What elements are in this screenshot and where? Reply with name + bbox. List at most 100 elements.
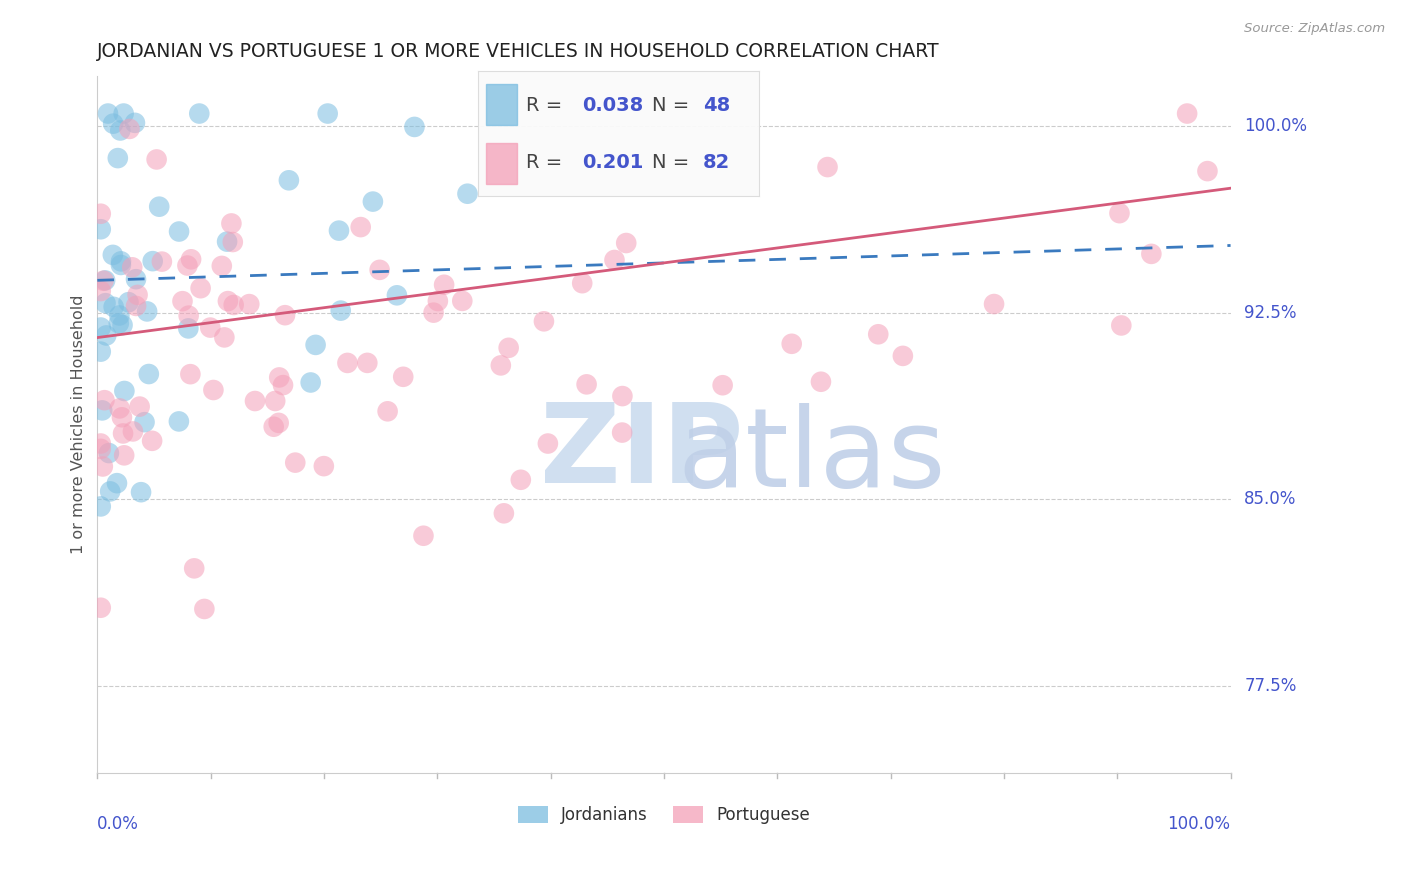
Text: 85.0%: 85.0% xyxy=(1244,491,1296,508)
Point xyxy=(183,561,205,575)
Point xyxy=(127,288,149,302)
Point xyxy=(108,309,131,323)
Point xyxy=(180,252,202,267)
Point xyxy=(238,297,260,311)
Point xyxy=(202,383,225,397)
Text: R =: R = xyxy=(526,95,568,114)
Point xyxy=(217,294,239,309)
Point xyxy=(1140,247,1163,261)
Point xyxy=(90,284,112,298)
Point xyxy=(492,506,515,520)
Point xyxy=(105,476,128,491)
Bar xyxy=(486,84,517,125)
Text: 100.0%: 100.0% xyxy=(1167,815,1230,833)
Point xyxy=(112,106,135,120)
Point xyxy=(304,338,326,352)
Text: Source: ZipAtlas.com: Source: ZipAtlas.com xyxy=(1244,22,1385,36)
Point xyxy=(277,173,299,187)
Point xyxy=(385,288,408,302)
Point xyxy=(118,122,141,136)
Point xyxy=(264,394,287,409)
Point xyxy=(392,369,415,384)
Point xyxy=(107,316,129,330)
Point xyxy=(271,378,294,392)
Point xyxy=(167,225,190,239)
Text: N =: N = xyxy=(652,95,696,114)
Point xyxy=(336,356,359,370)
Point xyxy=(98,484,121,499)
Point xyxy=(148,200,170,214)
Text: 100.0%: 100.0% xyxy=(1244,117,1308,135)
Point xyxy=(90,320,112,334)
Point xyxy=(571,276,593,290)
Text: JORDANIAN VS PORTUGUESE 1 OR MORE VEHICLES IN HOUSEHOLD CORRELATION CHART: JORDANIAN VS PORTUGUESE 1 OR MORE VEHICL… xyxy=(97,42,941,61)
Point xyxy=(868,327,890,342)
Point xyxy=(91,459,114,474)
Point xyxy=(150,254,173,268)
Point xyxy=(97,446,120,460)
Point xyxy=(316,106,339,120)
Text: ZIP: ZIP xyxy=(540,399,742,506)
Point xyxy=(177,309,200,323)
Point xyxy=(90,207,112,221)
Point xyxy=(108,401,131,416)
Bar xyxy=(486,143,517,184)
Point xyxy=(94,273,117,287)
Point xyxy=(377,404,399,418)
Point xyxy=(190,281,212,295)
Point xyxy=(111,318,134,332)
Point xyxy=(110,123,132,137)
Point xyxy=(112,384,135,398)
Point xyxy=(176,259,198,273)
Point xyxy=(1197,164,1219,178)
Point xyxy=(221,217,243,231)
Point xyxy=(90,222,112,236)
Point xyxy=(312,459,335,474)
Point xyxy=(810,375,832,389)
Point xyxy=(267,416,290,430)
Point xyxy=(93,393,115,408)
Point xyxy=(138,367,160,381)
Point xyxy=(350,220,373,235)
Point xyxy=(142,254,165,268)
Point xyxy=(711,378,734,392)
Point xyxy=(1175,106,1198,120)
Point xyxy=(780,336,803,351)
Text: 82: 82 xyxy=(703,153,730,172)
Point xyxy=(96,328,118,343)
Point xyxy=(817,160,839,174)
Point xyxy=(134,415,156,429)
Point xyxy=(412,529,434,543)
Point xyxy=(136,304,159,318)
Text: 92.5%: 92.5% xyxy=(1244,303,1296,322)
Point xyxy=(200,320,222,334)
Text: N =: N = xyxy=(652,153,696,172)
Text: 77.5%: 77.5% xyxy=(1244,677,1296,695)
Point xyxy=(124,116,146,130)
Point xyxy=(97,106,120,120)
Point xyxy=(103,117,125,131)
Point xyxy=(1111,318,1133,333)
Point xyxy=(243,394,266,409)
Point xyxy=(533,314,555,328)
Point xyxy=(217,235,239,249)
Point xyxy=(101,248,124,262)
Point xyxy=(451,293,474,308)
Point xyxy=(404,120,426,134)
Text: atlas: atlas xyxy=(678,402,945,509)
Point xyxy=(90,442,112,456)
Point xyxy=(107,151,129,165)
Text: 0.201: 0.201 xyxy=(582,153,644,172)
Text: R =: R = xyxy=(526,153,568,172)
Point xyxy=(610,425,633,440)
Point xyxy=(284,456,307,470)
Point xyxy=(214,330,236,344)
Text: 0.038: 0.038 xyxy=(582,95,644,114)
Point xyxy=(426,293,449,308)
Text: 48: 48 xyxy=(703,95,730,114)
Point xyxy=(222,235,245,249)
Legend: Jordanians, Portuguese: Jordanians, Portuguese xyxy=(512,799,817,831)
Point xyxy=(1108,206,1130,220)
Point xyxy=(575,377,598,392)
Point xyxy=(222,298,245,312)
